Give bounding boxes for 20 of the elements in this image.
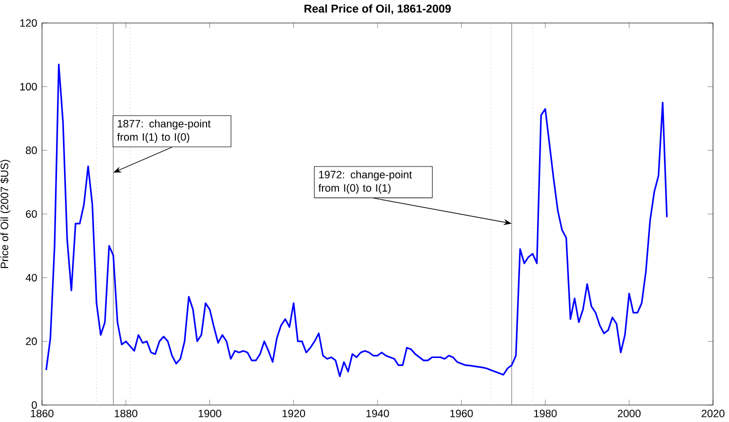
x-tick-label: 1960 [450,410,473,418]
y-tick-label: 0 [32,401,37,409]
x-tick-label: 2020 [702,410,724,418]
x-tick-label: 1860 [30,410,54,418]
y-tick-label: 80 [26,146,37,154]
y-tick-label: 100 [20,82,37,90]
y-tick-label: 60 [26,210,37,218]
chart-title: Real Price of Oil, 1861-2009 [304,4,451,14]
y-axis-title: Price of Oil (2007 $US) [0,160,10,268]
annotation: 1877: change-point from I(1) to I(0) [117,120,211,143]
x-tick-label: 1940 [366,410,389,418]
annotation: 1972: change-point from I(0) to I(1) [318,170,412,194]
y-tick-label: 120 [20,19,37,27]
y-tick-label: 40 [26,274,37,282]
x-tick-label: 2000 [618,410,641,418]
x-tick-label: 1900 [198,410,222,418]
x-tick-label: 1980 [534,410,557,418]
x-tick-label: 1920 [282,410,306,418]
y-tick-label: 20 [26,338,37,346]
x-tick-label: 1880 [114,410,138,418]
